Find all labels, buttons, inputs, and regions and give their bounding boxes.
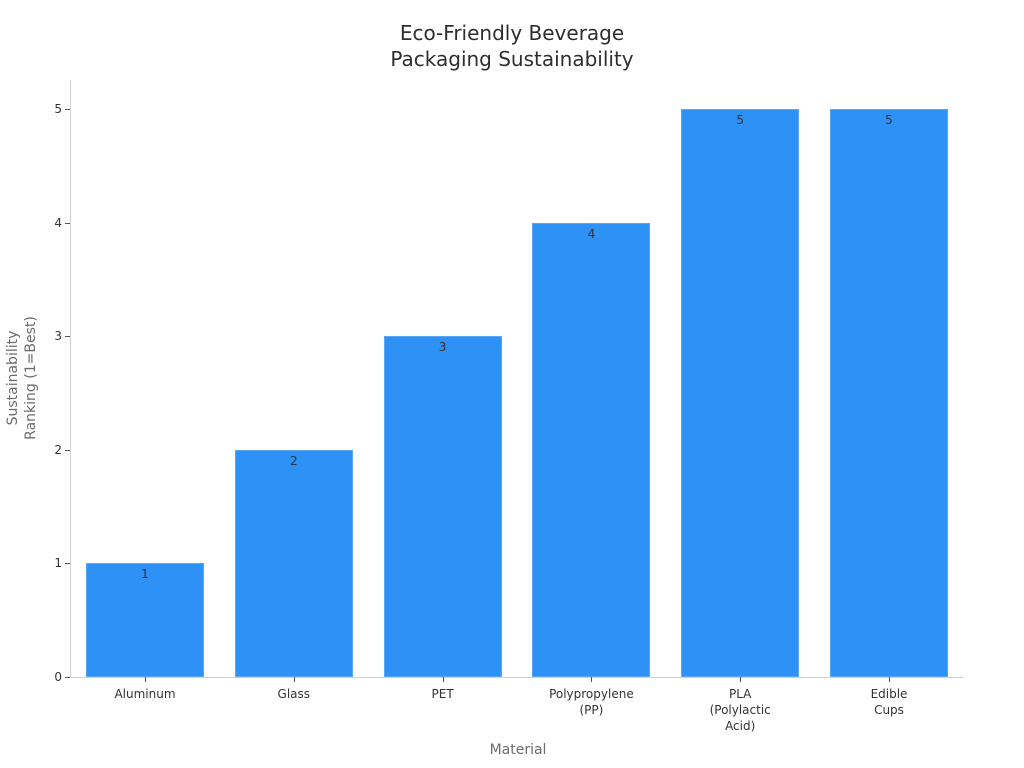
bar-value-label: 2 — [289, 453, 298, 468]
y-tick-mark — [65, 336, 70, 338]
y-tick: 1 — [0, 556, 70, 570]
y-axis-label: Sustainability Ranking (1=Best) — [5, 316, 39, 440]
bar[interactable]: 3 — [383, 336, 502, 677]
y-tick-mark — [65, 563, 70, 565]
y-tick: 5 — [0, 102, 70, 116]
x-tick-mark — [740, 677, 742, 682]
bar[interactable]: 4 — [532, 222, 651, 677]
y-tick-label: 3 — [54, 329, 62, 344]
y-tick-label: 4 — [54, 215, 62, 230]
x-tick-label: Edible Cups — [870, 687, 908, 717]
y-tick-mark — [65, 222, 70, 224]
chart-title-line-1: Eco-Friendly Beverage — [399, 21, 625, 45]
bar[interactable]: 1 — [86, 563, 204, 677]
y-tick: 0 — [0, 670, 70, 684]
bar-value-label: 5 — [885, 113, 893, 127]
y-tick: 2 — [0, 443, 70, 457]
x-axis-line — [70, 677, 963, 678]
y-tick: 4 — [0, 216, 70, 230]
x-tick-mark — [293, 677, 295, 682]
x-tick-mark — [145, 677, 146, 682]
bar-value-label: 3 — [438, 340, 447, 355]
y-tick-mark — [65, 109, 70, 110]
bar[interactable]: 2 — [234, 449, 353, 677]
y-tick: 3 — [0, 329, 70, 343]
bar[interactable]: 5 — [681, 109, 800, 677]
chart-title-line-2: Packaging Sustainability — [390, 47, 634, 71]
bar-value-label: 4 — [587, 226, 596, 241]
bar[interactable]: 5 — [830, 109, 948, 677]
x-tick-label: Glass — [277, 687, 311, 701]
y-tick-label: 0 — [54, 670, 62, 684]
x-tick-label: PET — [431, 687, 454, 701]
x-tick-label: PLA (Polylactic Acid) — [709, 687, 771, 733]
x-tick-label: Aluminum — [114, 687, 176, 701]
bar-value-label: 1 — [141, 567, 149, 582]
chart-title: Eco-Friendly Beverage Packaging Sustaina… — [0, 20, 1024, 72]
y-tick-mark — [65, 677, 70, 678]
y-tick-label: 1 — [54, 556, 62, 571]
x-tick-mark — [889, 677, 890, 682]
y-tick-label: 2 — [54, 442, 62, 457]
x-axis-label: Material — [489, 742, 547, 758]
y-tick-mark — [65, 449, 70, 451]
bar-value-label: 5 — [736, 113, 744, 127]
x-tick-mark — [591, 677, 593, 682]
y-tick-label: 5 — [54, 102, 62, 116]
y-axis-line — [70, 80, 71, 677]
x-tick-mark — [442, 677, 444, 682]
x-tick-label: Polypropylene (PP) — [549, 687, 634, 717]
